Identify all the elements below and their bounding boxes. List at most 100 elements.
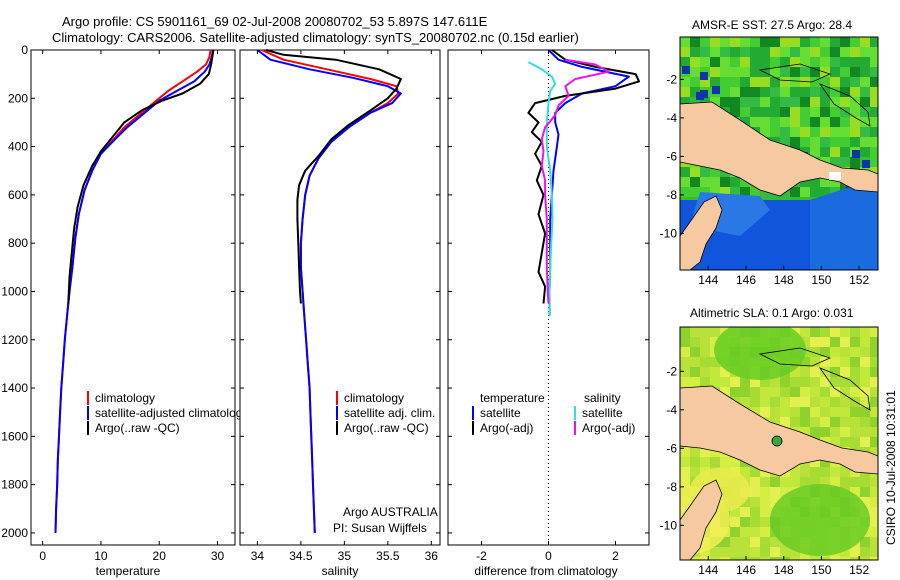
sla-cell (870, 487, 878, 497)
sst-cell (700, 47, 710, 57)
sst-cell (840, 147, 850, 157)
sst-cell (770, 97, 780, 107)
sst-cell (680, 177, 690, 187)
x-tick-label: 34.5 (289, 549, 313, 563)
sst-cell (820, 107, 830, 117)
map-x-tick-label: 148 (774, 563, 794, 577)
sst-cell (850, 107, 860, 117)
timestamp-stamp: CSIRO 10-Jul-2008 10:31:01 (884, 390, 898, 545)
sst-cell (840, 137, 850, 147)
sla-cell (870, 387, 878, 397)
sst-cell (830, 177, 840, 187)
sla-cell (850, 437, 860, 447)
legend-label-satellite: satellite-adjusted climatology (95, 406, 248, 420)
sst-cell (750, 47, 760, 57)
sla-cell (710, 457, 720, 467)
sla-cell (750, 377, 760, 387)
sla-cell (850, 367, 860, 377)
sla-cell (860, 407, 870, 417)
sla-cell (830, 467, 840, 477)
sla-cell (860, 397, 870, 407)
sla-cell (810, 477, 820, 487)
sst-cell (760, 87, 770, 97)
sla-cell (840, 397, 850, 407)
sla-cell (860, 557, 870, 560)
sla-cell (820, 387, 830, 397)
sst-cell (790, 137, 800, 147)
sla-cell (860, 417, 870, 427)
sla-cell (840, 337, 850, 347)
sst-cell (730, 77, 740, 87)
sla-cell (710, 357, 720, 367)
sla-cell (850, 327, 860, 337)
series-line-difference-1 (527, 49, 640, 304)
sst-coral-sea (810, 178, 878, 270)
sst-cell (870, 37, 878, 47)
temperature-legend: climatology satellite-adjusted climatolo… (87, 391, 248, 435)
sst-cell (730, 177, 740, 187)
sla-map-panel: Altimetric SLA: 0.1 Argo: 0.031 144 146 14… (660, 306, 879, 577)
sla-cell (810, 387, 820, 397)
sla-cell (800, 417, 810, 427)
sst-cell (860, 117, 870, 127)
sst-cell (760, 67, 770, 77)
sst-cell (850, 127, 860, 137)
sst-cell (760, 187, 770, 197)
sla-cell (740, 507, 750, 517)
sla-cell (820, 467, 830, 477)
sst-cell (690, 177, 700, 187)
sst-cell (850, 37, 860, 47)
sst-cell (750, 117, 760, 127)
sla-cell (870, 377, 878, 387)
map-y-tick-label: -10 (660, 518, 678, 532)
sst-cell (860, 47, 870, 57)
sst-cell (820, 117, 830, 127)
sla-cell (690, 557, 700, 560)
sla-cell (680, 327, 690, 337)
sst-cell (810, 37, 820, 47)
sla-cell (800, 337, 810, 347)
sst-cell (810, 67, 820, 77)
sst-cell (760, 57, 770, 67)
sla-cell (760, 507, 770, 517)
sst-cell (870, 67, 878, 77)
new-britain-outline (758, 63, 832, 83)
sla-cell (730, 377, 740, 387)
sla-cell (750, 497, 760, 507)
sla-cell (840, 387, 850, 397)
sst-cell (740, 107, 750, 117)
sst-cell (770, 127, 780, 137)
sla-cell (700, 447, 710, 457)
sla-cell (860, 327, 870, 337)
sla-cell (680, 337, 690, 347)
sla-cell (710, 367, 720, 377)
sla-cell (710, 547, 720, 557)
sla-map-image (680, 327, 878, 560)
map-y-tick-label: -4 (666, 403, 677, 417)
sla-cell (690, 357, 700, 367)
sst-cell (810, 97, 820, 107)
sst-cell (770, 77, 780, 87)
sst-cell (780, 47, 790, 57)
map-y-tick-label: -2 (666, 72, 677, 86)
sla-cell (790, 377, 800, 387)
sla-cell (780, 387, 790, 397)
sla-cell (800, 387, 810, 397)
sst-cell (830, 127, 840, 137)
sst-cell (850, 97, 860, 107)
sst-cell (870, 97, 878, 107)
sla-cell (690, 457, 700, 467)
sla-anomaly-blob (770, 484, 870, 556)
sla-cell (820, 557, 830, 560)
new-ireland-outline (818, 367, 871, 411)
sst-map-ticks: 144 146 148 150 152 -2 -4 -6 -8 -10 (660, 72, 870, 287)
sla-cell (780, 547, 790, 557)
sst-cell (810, 107, 820, 117)
sla-cell (850, 397, 860, 407)
sla-cell (860, 357, 870, 367)
sla-cell (770, 557, 780, 560)
map-x-tick-label: 150 (811, 273, 831, 287)
sla-cell (840, 427, 850, 437)
sst-cell (750, 37, 760, 47)
sla-cell (760, 377, 770, 387)
